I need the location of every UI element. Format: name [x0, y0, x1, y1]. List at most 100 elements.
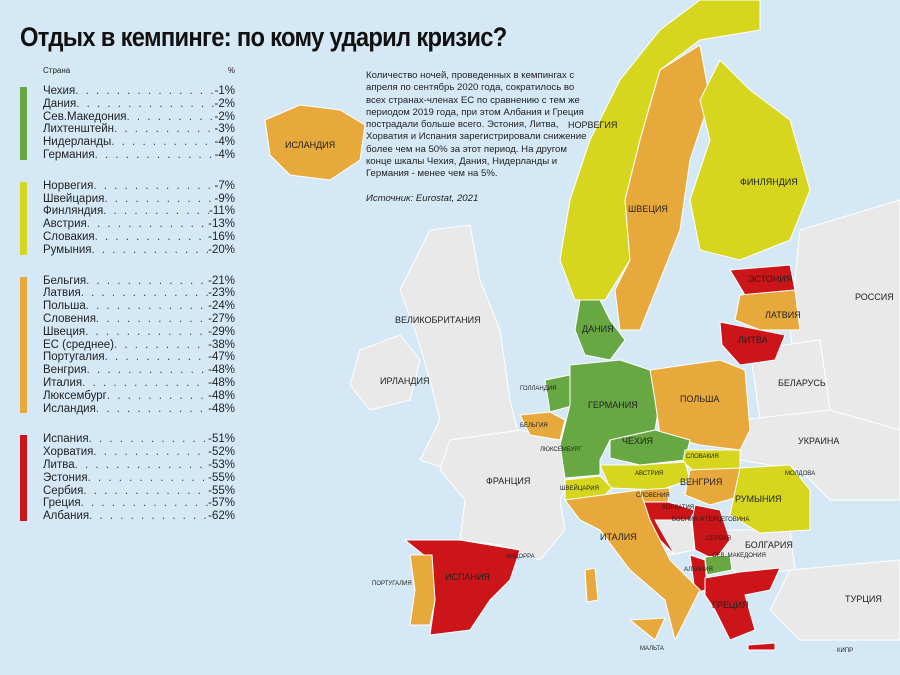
legend-color-bar [20, 276, 27, 414]
leader-dots [82, 377, 208, 390]
legend-row: Греция -57% [43, 497, 235, 510]
map-label-belgium: БЕЛЬГИЯ [520, 423, 548, 429]
land-turkey [769, 559, 900, 641]
legend-country: Сев.Македония [43, 110, 127, 123]
leader-dots [86, 300, 208, 313]
country-switzerland [564, 475, 613, 501]
country-denmark [574, 299, 626, 361]
map-label-slovenia: СЛОВЕНИЯ [636, 493, 670, 499]
legend-country: Эстония [43, 471, 88, 484]
leader-dots [111, 136, 214, 149]
legend-value: -38% [208, 338, 235, 351]
legend-country: Хорватия [43, 446, 94, 459]
legend-country: Греция [43, 497, 81, 510]
legend-group: Испания -51% Хорватия -52% Литва -53% Эстония -… [20, 433, 240, 523]
leader-dots [91, 244, 208, 257]
legend-color-bar [20, 181, 27, 255]
legend-row: Дания -2% [43, 98, 235, 111]
legend-row: ЕС (среднее) -38% [43, 339, 235, 352]
map-label-netherlands: ГОЛЛАНДИЯ [520, 386, 556, 392]
legend-country: Словения [43, 312, 96, 325]
map-label-turkey: ТУРЦИЯ [845, 594, 882, 604]
leader-dots [107, 390, 208, 403]
leader-dots [95, 149, 215, 162]
map-label-hungary: ВЕНГРИЯ [680, 477, 722, 487]
legend-value: -53% [208, 458, 235, 471]
legend-value: -20% [208, 243, 235, 256]
legend-country: Албания [43, 510, 90, 523]
page-title: Отдых в кемпинге: по кому ударил кризис? [20, 22, 507, 52]
country-latvia [734, 289, 801, 331]
map-label-uk: ВЕЛИКОБРИТАНИЯ [395, 315, 481, 325]
legend-country: Чехия [43, 85, 76, 97]
description-body: Количество ночей, проведенных в кемпинга… [366, 70, 587, 180]
leader-dots [87, 218, 208, 231]
legend-value: -23% [208, 287, 235, 300]
legend-row: Италия -48% [43, 377, 235, 390]
country-lithuania [719, 321, 786, 366]
legend-row: Словения -27% [43, 313, 235, 326]
legend-country: Польша [43, 300, 86, 313]
legend-country: Сербия [43, 484, 84, 497]
legend-row: Исландия -48% [43, 403, 235, 416]
legend-row: Албания -62% [43, 510, 235, 523]
legend-row: Бельгия -21% [43, 275, 235, 288]
legend-country: Венгрия [43, 364, 87, 377]
legend-country: Швейцария [43, 192, 105, 205]
legend-country: Испания [43, 433, 89, 446]
legend-country: Австрия [43, 218, 87, 231]
country-sicily [628, 617, 666, 641]
legend-country: Португалия [43, 351, 105, 364]
map-label-cyprus: КИПР [837, 648, 853, 654]
map-label-germany: ГЕРМАНИЯ [588, 400, 638, 410]
legend-row: Венгрия -48% [43, 364, 235, 377]
legend-country: Бельгия [43, 274, 87, 287]
legend-value: -55% [208, 484, 235, 497]
legend-country: Швеция [43, 325, 86, 338]
leader-dots [75, 85, 214, 98]
map-label-belarus: БЕЛАРУСЬ [778, 378, 826, 388]
map-label-bosnia: БОСНИЯ И ГЕРЦЕГОВИНА [672, 517, 749, 523]
country-romania [729, 464, 811, 534]
map-label-poland: ПОЛЬША [680, 394, 719, 404]
legend-row: Латвия -23% [43, 287, 235, 300]
map-label-slovakia: СЛОВАКИЯ [686, 454, 719, 460]
map-label-bulgaria: БОЛГАРИЯ [745, 540, 793, 550]
map-label-spain: ИСПАНИЯ [445, 572, 490, 582]
leader-dots [87, 364, 208, 377]
legend-value: -2% [214, 97, 235, 110]
leader-dots [95, 231, 209, 244]
map-label-latvia: ЛАТВИЯ [765, 310, 801, 320]
legend-row: Сербия -55% [43, 485, 235, 498]
leader-dots [83, 485, 208, 498]
legend-country: Латвия [43, 287, 81, 300]
map-label-andorra: АНДОРРА [506, 554, 535, 560]
map-label-portugal: ПОРТУГАЛИЯ [372, 581, 412, 587]
legend-value: -48% [208, 389, 235, 402]
legend-row: Хорватия -52% [43, 446, 235, 459]
legend-country: Финляндия [43, 205, 104, 218]
leader-dots [93, 446, 208, 459]
legend-color-bar [20, 87, 27, 160]
legend-country: Германия [43, 148, 95, 161]
legend-value: -24% [208, 300, 235, 313]
country-germany [559, 359, 661, 479]
legend-value: -3% [214, 123, 235, 136]
map-label-denmark: ДАНИЯ [582, 324, 614, 334]
legend-value: -48% [208, 376, 235, 389]
legend-value: -52% [208, 446, 235, 459]
map-label-lithuania: ЛИТВА [738, 335, 768, 345]
country-sardinia [584, 567, 599, 603]
legend-country: Словакия [43, 230, 95, 243]
legend-value: -62% [208, 510, 235, 523]
legend-row: Литва -53% [43, 459, 235, 472]
legend-country: Лихтенштейн [43, 123, 115, 136]
country-hungary [684, 467, 746, 506]
legend-value: -4% [214, 136, 235, 149]
legend-value: -11% [209, 205, 235, 218]
country-crete [747, 642, 776, 651]
leader-dots [89, 433, 209, 446]
leader-dots [81, 287, 208, 300]
legend-row: Чехия -1% [43, 85, 235, 98]
legend-value: -57% [208, 497, 235, 510]
